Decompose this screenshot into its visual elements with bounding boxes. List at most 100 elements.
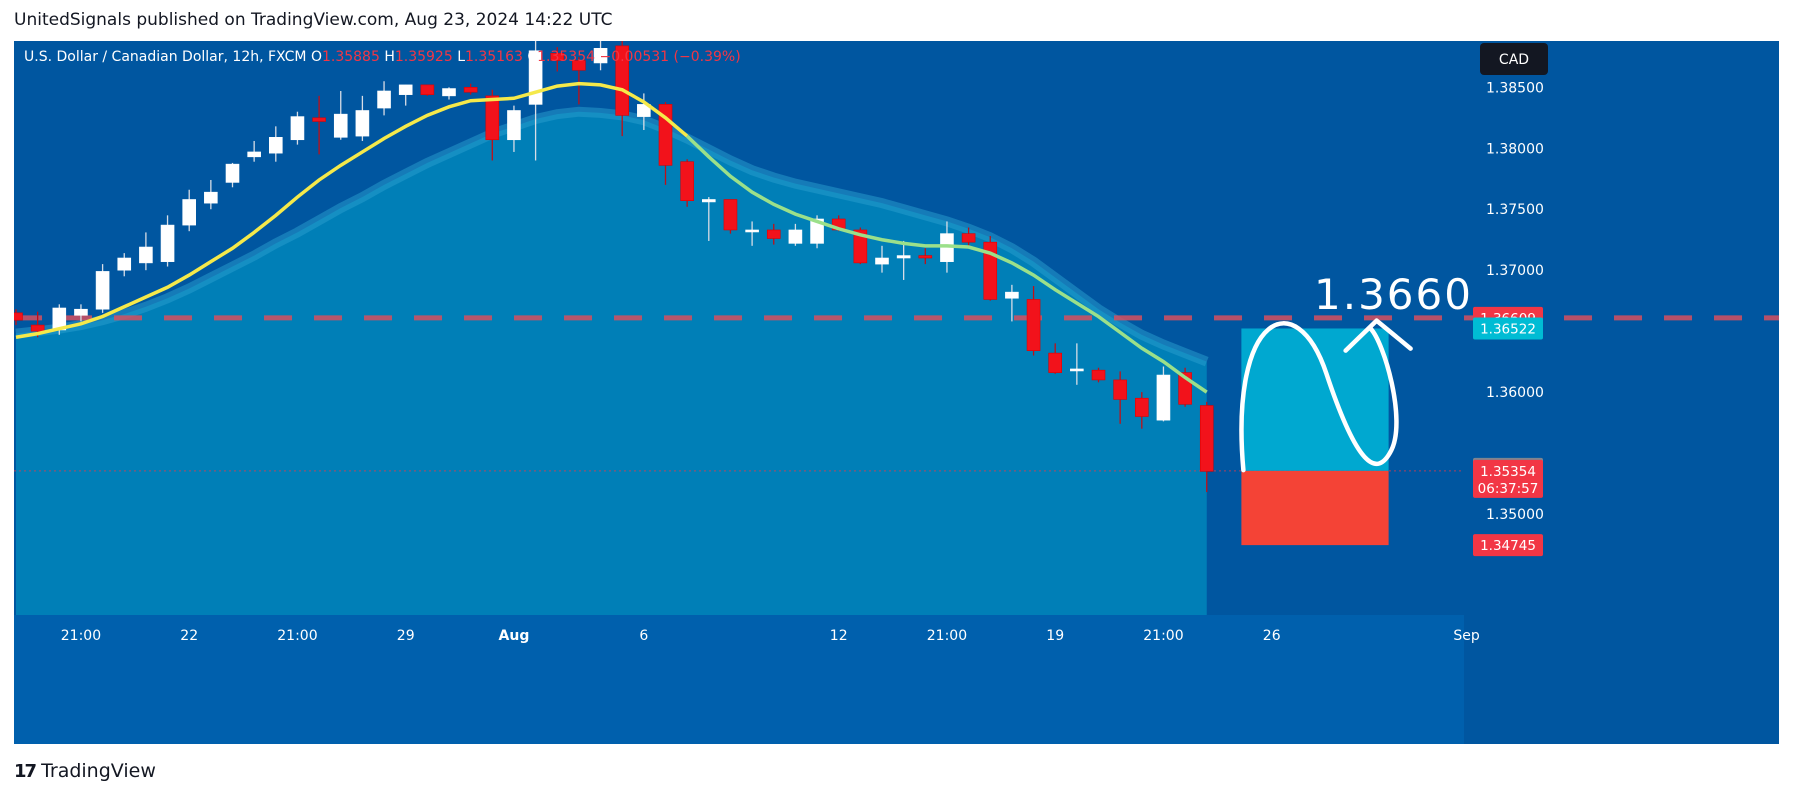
price-label: 1.36522	[1480, 321, 1536, 337]
symbol-legend[interactable]: U.S. Dollar / Canadian Dollar, 12h, FXCM…	[24, 49, 741, 65]
y-tick-label: 1.37500	[1486, 202, 1544, 218]
candle-body	[1005, 291, 1019, 299]
x-tick-label: 6	[639, 628, 648, 644]
symbol-title: U.S. Dollar / Canadian Dollar, 12h, FXCM	[24, 49, 311, 65]
candle-body	[442, 88, 456, 97]
candle-body	[572, 60, 586, 71]
y-tick-label: 1.38000	[1486, 141, 1544, 157]
footer-brand: TradingView	[41, 760, 156, 782]
shaded-area	[16, 111, 1207, 616]
candle-body	[1199, 405, 1214, 472]
low-key: L	[457, 49, 465, 65]
candle-body	[853, 229, 868, 264]
x-tick-label: Aug	[499, 628, 530, 644]
candle-body	[117, 257, 132, 271]
candle-body	[1135, 397, 1149, 417]
moving-average-line-late	[685, 134, 1208, 394]
candle-body	[30, 324, 45, 332]
close-value: 1.35354	[537, 49, 599, 65]
candle-body	[1156, 374, 1171, 421]
candle-body	[160, 224, 175, 262]
candle-body	[269, 137, 283, 154]
price-label: 1.34745	[1480, 538, 1536, 554]
countdown-label: 06:37:57	[1478, 481, 1539, 497]
x-tick-label: 19	[1046, 628, 1064, 644]
currency-badge-box	[1480, 43, 1548, 75]
x-tick-label: 22	[180, 628, 198, 644]
candle-body	[680, 161, 694, 202]
candle-body	[507, 110, 521, 141]
candle-body	[723, 199, 738, 231]
candle-body	[377, 90, 391, 109]
candle-body	[788, 229, 803, 244]
x-tick-label: 26	[1263, 628, 1281, 644]
y-tick-label: 1.36000	[1486, 385, 1544, 401]
tradingview-logo-icon: 17	[14, 760, 37, 782]
candle-body	[74, 308, 88, 316]
high-value: 1.35925	[395, 49, 457, 65]
y-tick-label: 1.37000	[1486, 263, 1544, 279]
x-tick-label: 21:00	[927, 628, 967, 644]
area-upper-band	[15, 106, 1209, 367]
candle-body	[485, 95, 500, 141]
change-value: −0.00531 (−0.39%)	[599, 49, 740, 65]
candle-body	[593, 48, 608, 64]
candle-body	[810, 218, 824, 244]
candle-body	[1070, 368, 1084, 372]
candle-body	[398, 84, 413, 95]
candle-body	[550, 52, 565, 61]
candle-body	[95, 271, 110, 310]
candle-body	[961, 233, 976, 243]
candle-body	[918, 255, 933, 259]
projection-arrow-head	[1343, 318, 1413, 353]
candle-body	[1026, 299, 1041, 351]
candle-body	[420, 84, 435, 95]
target-annotation-text: 1.3660	[1314, 270, 1473, 319]
open-key: O	[311, 49, 322, 65]
low-value: 1.35163	[465, 49, 527, 65]
candle-body	[1091, 369, 1106, 381]
candle-body	[745, 229, 759, 233]
target-zone-box	[1241, 328, 1389, 471]
chart-frame[interactable]: 1.3660 1.38500 1.38000 1.37500 1.37000 1.3600…	[14, 41, 1779, 744]
candle-body	[14, 312, 23, 321]
candle-body	[1113, 379, 1127, 400]
publisher-line: UnitedSignals published on TradingView.c…	[14, 10, 613, 30]
x-tick-label: 21:00	[277, 628, 317, 644]
high-key: H	[384, 49, 395, 65]
projection-wave	[1239, 321, 1399, 473]
y-tick-label: 1.38500	[1486, 80, 1544, 96]
price-label-box	[1473, 534, 1543, 557]
candle-body	[701, 199, 716, 203]
x-tick-label: 21:00	[1143, 628, 1183, 644]
candle-body	[333, 113, 348, 138]
candle-body	[637, 104, 651, 117]
candle-body	[139, 246, 153, 264]
candle-body	[204, 191, 218, 204]
time-axis-pane	[14, 615, 1464, 744]
x-tick-label: Sep	[1453, 628, 1480, 644]
open-value: 1.35885	[322, 49, 384, 65]
close-key: C	[527, 49, 537, 65]
price-label-box	[1473, 317, 1543, 340]
price-chart[interactable]: 1.3660 1.38500 1.38000 1.37500 1.37000 1.3600…	[14, 41, 1779, 744]
candle-body	[290, 116, 305, 141]
candle-body	[463, 87, 478, 93]
candle-body	[225, 163, 240, 183]
candle-body	[355, 110, 370, 137]
candle-body	[875, 257, 889, 265]
candle-body	[766, 229, 781, 239]
price-label-box	[1473, 459, 1543, 498]
footer-logo[interactable]: 17 TradingView	[14, 760, 156, 782]
stop-zone-box	[1241, 470, 1389, 546]
candle-body	[896, 255, 911, 259]
x-tick-label: 21:00	[61, 628, 101, 644]
x-tick-label: 12	[830, 628, 848, 644]
candle-body	[247, 151, 261, 158]
moving-average-line	[15, 81, 689, 339]
candle-body	[312, 117, 326, 122]
candle-body	[1048, 352, 1062, 373]
candle-body	[182, 199, 196, 226]
currency-badge[interactable]: CAD	[1499, 52, 1529, 68]
price-label: 1.35354	[1480, 464, 1536, 480]
